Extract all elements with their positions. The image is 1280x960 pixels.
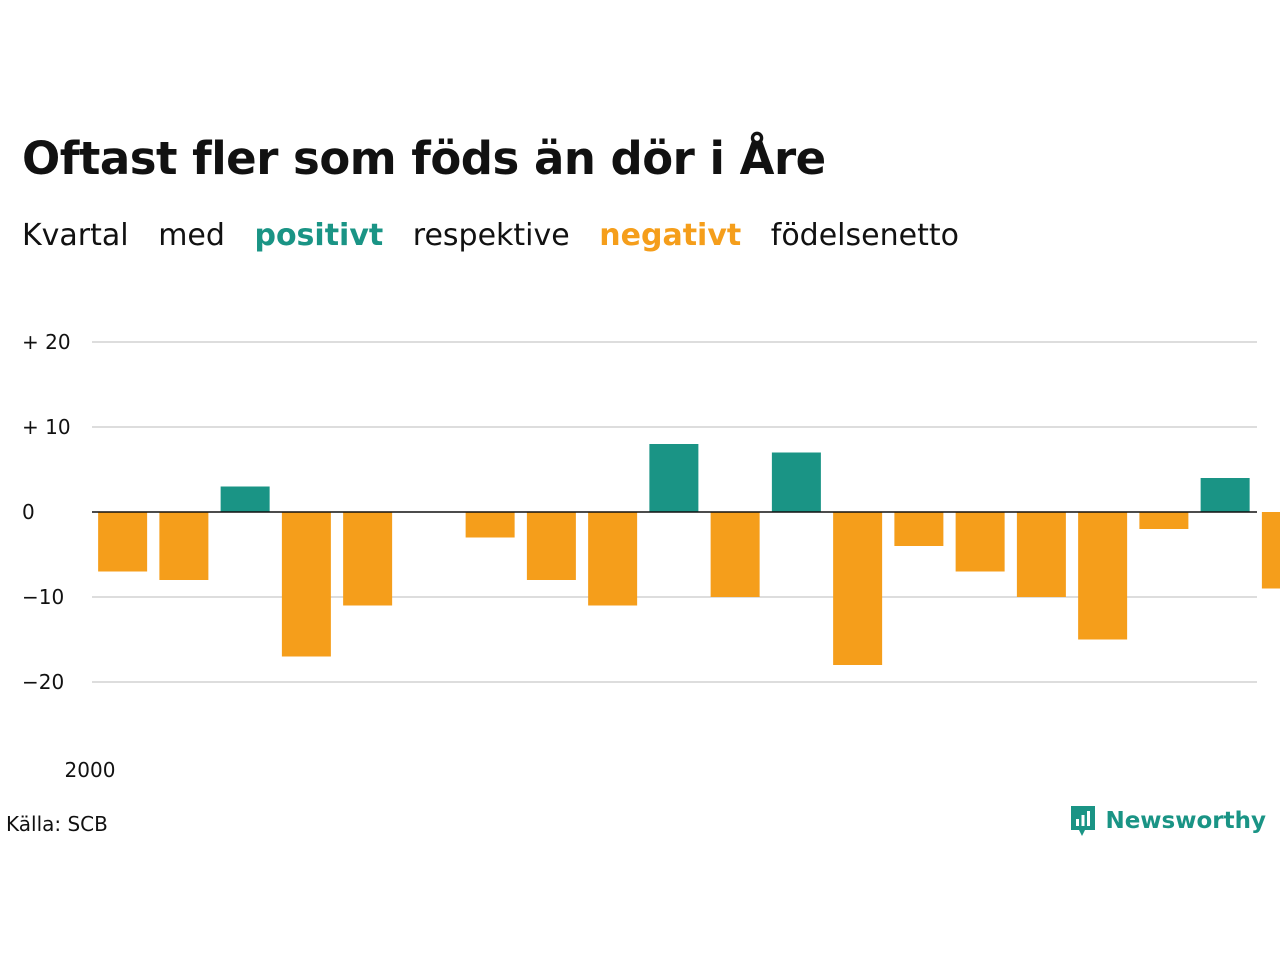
bar-negative bbox=[465, 512, 515, 538]
chart-title: Oftast fler som föds än dör i Åre bbox=[22, 132, 826, 185]
bar-negative bbox=[955, 512, 1005, 572]
newsworthy-logo-icon bbox=[1071, 806, 1096, 836]
bar-positive bbox=[1200, 478, 1250, 512]
y-tick-label: −10 bbox=[22, 585, 64, 609]
bar-positive bbox=[771, 452, 821, 512]
bar-negative bbox=[710, 512, 760, 597]
y-tick-label: 0 bbox=[22, 500, 35, 524]
bar-positive bbox=[649, 444, 699, 512]
bar-negative bbox=[281, 512, 331, 657]
subtitle-negative-word: negativt bbox=[599, 218, 742, 253]
bar-negative bbox=[526, 512, 576, 580]
bars bbox=[92, 444, 1280, 665]
bar-negative bbox=[1078, 512, 1128, 640]
bar-positive bbox=[220, 486, 270, 512]
brand-logo: Newsworthy bbox=[1069, 804, 1266, 838]
subtitle-word-med: med bbox=[158, 218, 225, 253]
x-tick-label: 2000 bbox=[65, 758, 116, 782]
y-tick-label: −20 bbox=[22, 670, 64, 694]
bar-negative bbox=[588, 512, 638, 606]
y-tick-label: + 10 bbox=[22, 415, 71, 439]
bar-negative bbox=[1139, 512, 1189, 529]
y-tick-label: + 20 bbox=[22, 330, 71, 354]
bar-negative bbox=[343, 512, 393, 606]
bar-negative bbox=[833, 512, 883, 665]
source-note: Källa: SCB bbox=[6, 812, 108, 836]
subtitle-word-kvartal: Kvartal bbox=[22, 218, 129, 253]
bar-negative bbox=[1016, 512, 1066, 597]
subtitle-positive-word: positivt bbox=[254, 218, 384, 253]
bar-negative bbox=[98, 512, 148, 572]
chart-subtitle: Kvartal med positivt respektive negativt… bbox=[22, 218, 979, 253]
subtitle-word-respektive: respektive bbox=[412, 218, 570, 253]
bar-negative bbox=[894, 512, 944, 546]
brand-name: Newsworthy bbox=[1105, 808, 1266, 834]
bar-negative bbox=[1261, 512, 1280, 589]
bar-negative bbox=[159, 512, 209, 580]
subtitle-word-fodelsenetto: födelsenetto bbox=[770, 218, 959, 253]
axis-labels: + 20+ 100−10−2020002005201020152020 bbox=[22, 330, 116, 782]
